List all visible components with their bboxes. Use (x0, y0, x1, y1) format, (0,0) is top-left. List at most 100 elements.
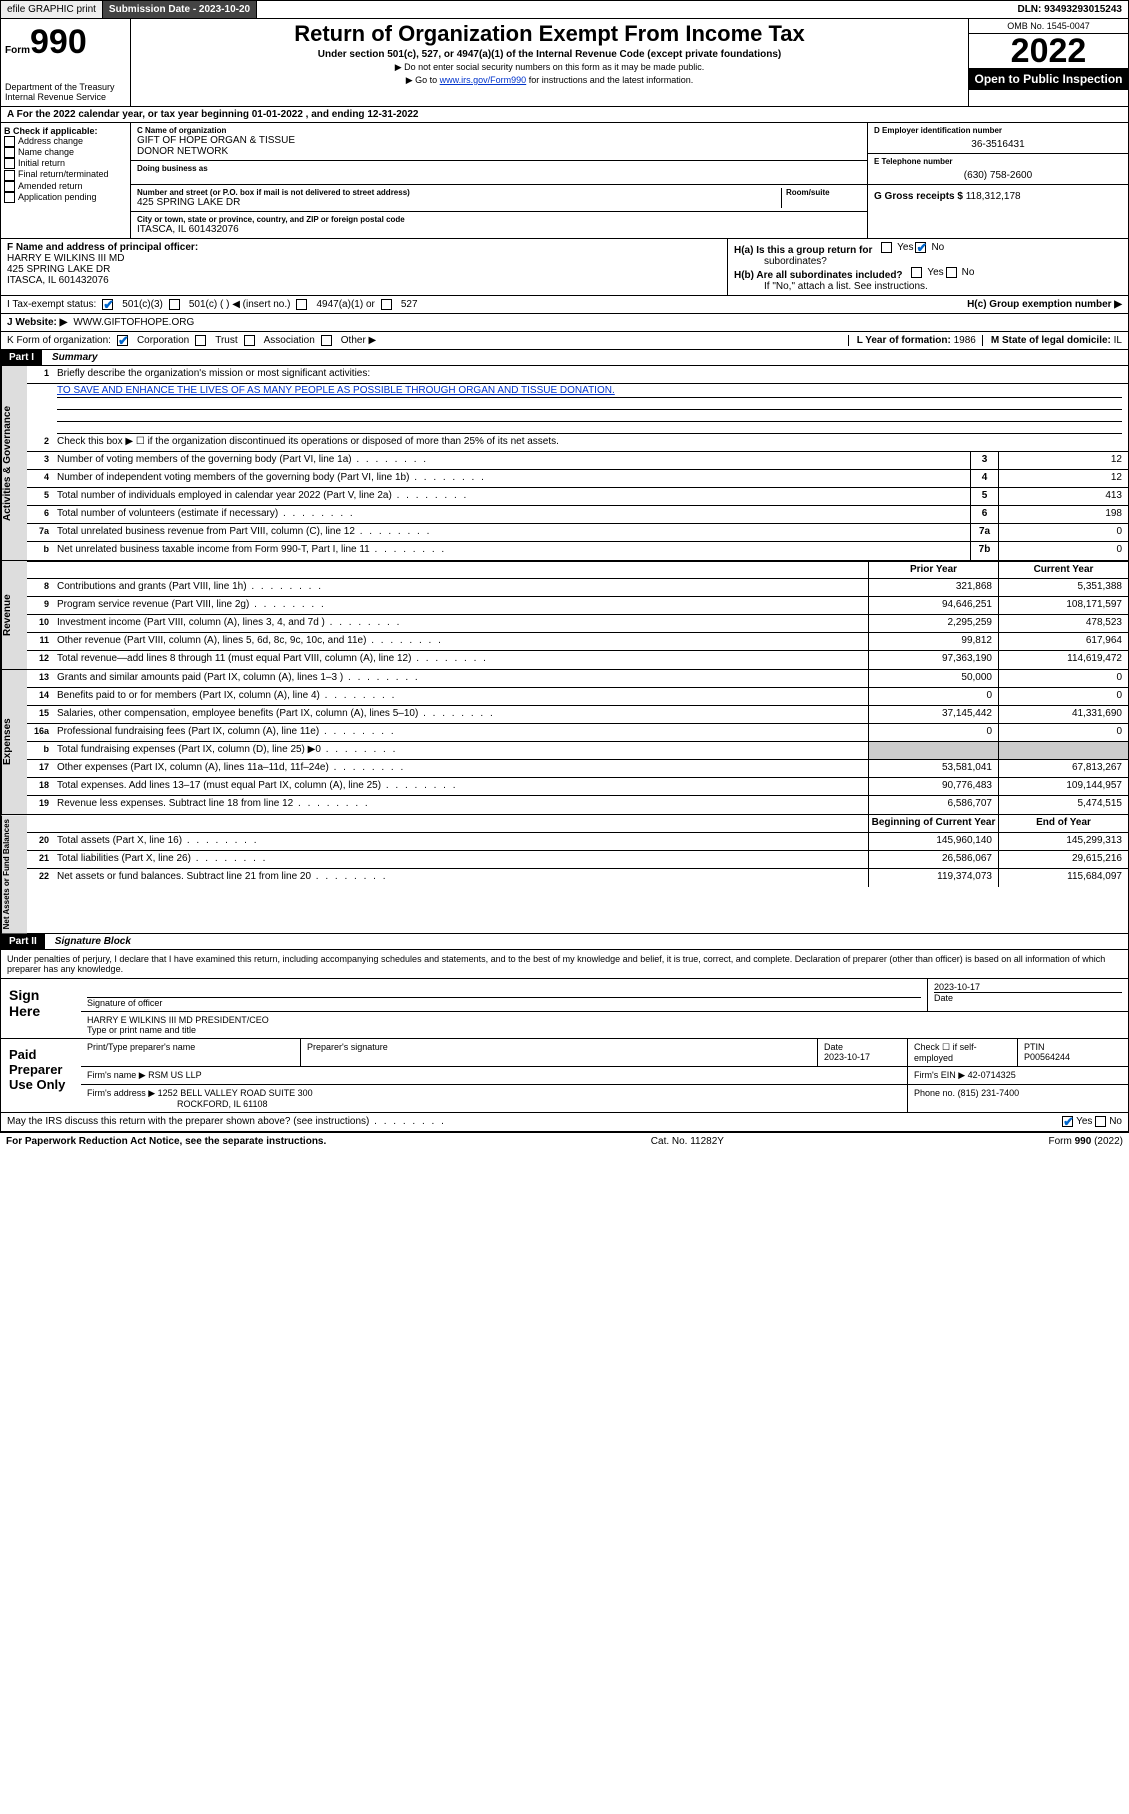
summary-value: 12 (998, 452, 1128, 469)
may-irs-discuss: May the IRS discuss this return with the… (0, 1113, 1129, 1131)
form-subtitle: Under section 501(c), 527, or 4947(a)(1)… (137, 49, 962, 60)
website-value: WWW.GIFTOFHOPE.ORG (73, 317, 194, 328)
current-year-cell: 0 (998, 688, 1128, 705)
sig-date: 2023-10-17 (934, 982, 1122, 993)
table-row-label: Program service revenue (Part VIII, line… (53, 597, 868, 614)
firm-name: RSM US LLP (148, 1070, 202, 1080)
pt-name-label: Print/Type preparer's name (81, 1039, 301, 1066)
dept-treasury: Department of the Treasury (5, 82, 126, 92)
table-row-label: Salaries, other compensation, employee b… (53, 706, 868, 723)
table-row-label: Total expenses. Add lines 13–17 (must eq… (53, 778, 868, 795)
paid-preparer-label: Paid Preparer Use Only (1, 1039, 81, 1112)
ein-label: D Employer identification number (874, 126, 1122, 135)
firm-phone: (815) 231-7400 (958, 1088, 1020, 1098)
summary-value: 12 (998, 470, 1128, 487)
current-year-cell: 0 (998, 670, 1128, 687)
officer-printed-label: Type or print name and title (87, 1025, 1122, 1035)
pt-selfemp: Check ☐ if self-employed (908, 1039, 1018, 1066)
line2-label: Check this box ▶ ☐ if the organization d… (53, 434, 1128, 451)
org-name-label: C Name of organization (137, 126, 861, 135)
summary-line: Number of independent voting members of … (53, 470, 970, 487)
submission-date: Submission Date - 2023-10-20 (103, 1, 257, 18)
table-row-label: Other revenue (Part VIII, column (A), li… (53, 633, 868, 650)
pt-date: 2023-10-17 (824, 1052, 870, 1062)
row-a-tax-year: A For the 2022 calendar year, or tax yea… (0, 107, 1129, 123)
officer-city: ITASCA, IL 601432076 (7, 275, 721, 286)
row-j-website: J Website: ▶ WWW.GIFTOFHOPE.ORG (0, 314, 1129, 332)
city-state-zip: ITASCA, IL 601432076 (137, 224, 861, 235)
tax-year: 2022 (969, 34, 1128, 68)
current-year-cell: 5,474,515 (998, 796, 1128, 814)
current-year-cell: 67,813,267 (998, 760, 1128, 777)
table-row-label: Benefits paid to or for members (Part IX… (53, 688, 868, 705)
prior-year-cell: 90,776,483 (868, 778, 998, 795)
form-footer: Form 990 (2022) (1049, 1136, 1123, 1147)
table-row-label: Professional fundraising fees (Part IX, … (53, 724, 868, 741)
current-year-cell: 41,331,690 (998, 706, 1128, 723)
ha-sub: subordinates? (734, 256, 1122, 267)
row-klm: K Form of organization: Corporation Trus… (0, 332, 1129, 350)
form-header: Form990 Department of the Treasury Inter… (0, 19, 1129, 107)
prior-year-cell: 6,586,707 (868, 796, 998, 814)
gross-receipts-value: 118,312,178 (966, 191, 1021, 202)
officer-name: HARRY E WILKINS III MD (7, 253, 721, 264)
irs-link[interactable]: www.irs.gov/Form990 (440, 75, 527, 85)
ptin-value: P00564244 (1024, 1052, 1070, 1062)
prior-year-cell (868, 742, 998, 759)
vlabel-revenue: Revenue (1, 561, 27, 669)
current-year-cell: 478,523 (998, 615, 1128, 632)
summary-line: Total number of volunteers (estimate if … (53, 506, 970, 523)
table-row-label: Total assets (Part X, line 16) (53, 833, 868, 850)
firm-address: 1252 BELL VALLEY ROAD SUITE 300 (158, 1088, 313, 1098)
vlabel-expenses: Expenses (1, 670, 27, 814)
summary-line: Net unrelated business taxable income fr… (53, 542, 970, 560)
prior-year-cell: 119,374,073 (868, 869, 998, 887)
gross-receipts-label: G Gross receipts $ (874, 191, 963, 202)
summary-value: 198 (998, 506, 1128, 523)
prior-year-cell: 26,586,067 (868, 851, 998, 868)
part2-title: Signature Block (55, 936, 131, 947)
pra-notice: For Paperwork Reduction Act Notice, see … (6, 1136, 326, 1147)
table-row-label: Investment income (Part VIII, column (A)… (53, 615, 868, 632)
part1-header: Part I (1, 350, 42, 365)
identity-block: B Check if applicable: Address change Na… (0, 123, 1129, 239)
form-number: Form990 (5, 23, 126, 62)
ein-value: 36-3516431 (874, 139, 1122, 150)
row-i-tax-status: I Tax-exempt status: 501(c)(3) 501(c) ( … (0, 296, 1129, 314)
perjury-declaration: Under penalties of perjury, I declare th… (0, 950, 1129, 979)
cat-number: Cat. No. 11282Y (651, 1136, 724, 1147)
prior-year-cell: 37,145,442 (868, 706, 998, 723)
dba-label: Doing business as (137, 164, 861, 173)
current-year-cell: 114,619,472 (998, 651, 1128, 669)
prior-year-cell: 2,295,259 (868, 615, 998, 632)
current-year-cell: 109,144,957 (998, 778, 1128, 795)
current-year-cell: 115,684,097 (998, 869, 1128, 887)
prior-year-header: Prior Year (868, 562, 998, 578)
summary-value: 0 (998, 542, 1128, 560)
officer-addr: 425 SPRING LAKE DR (7, 264, 721, 275)
prior-year-cell: 53,581,041 (868, 760, 998, 777)
goto-link-line: ▶ Go to www.irs.gov/Form990 for instruct… (137, 75, 962, 86)
part2-header: Part II (1, 934, 45, 949)
officer-label: F Name and address of principal officer: (7, 242, 721, 253)
summary-line: Total number of individuals employed in … (53, 488, 970, 505)
open-to-public: Open to Public Inspection (969, 68, 1128, 90)
current-year-cell: 108,171,597 (998, 597, 1128, 614)
prior-year-cell: 321,868 (868, 579, 998, 596)
table-row-label: Other expenses (Part IX, column (A), lin… (53, 760, 868, 777)
efile-label: efile GRAPHIC print (1, 1, 103, 18)
sign-here-label: Sign Here (1, 979, 81, 1038)
ssn-note: ▶ Do not enter social security numbers o… (137, 62, 962, 73)
summary-line: Number of voting members of the governin… (53, 452, 970, 469)
sig-date-label: Date (934, 993, 1122, 1003)
officer-printed-name: HARRY E WILKINS III MD PRESIDENT/CEO (87, 1015, 1122, 1025)
hb-note: If "No," attach a list. See instructions… (734, 281, 1122, 292)
prior-year-cell: 94,646,251 (868, 597, 998, 614)
table-row-label: Total liabilities (Part X, line 26) (53, 851, 868, 868)
current-year-cell: 617,964 (998, 633, 1128, 650)
table-row-label: Total fundraising expenses (Part IX, col… (53, 742, 868, 759)
table-row-label: Revenue less expenses. Subtract line 18 … (53, 796, 868, 814)
phone-label: E Telephone number (874, 157, 1122, 166)
sig-officer-label: Signature of officer (87, 998, 921, 1008)
table-row-label: Contributions and grants (Part VIII, lin… (53, 579, 868, 596)
